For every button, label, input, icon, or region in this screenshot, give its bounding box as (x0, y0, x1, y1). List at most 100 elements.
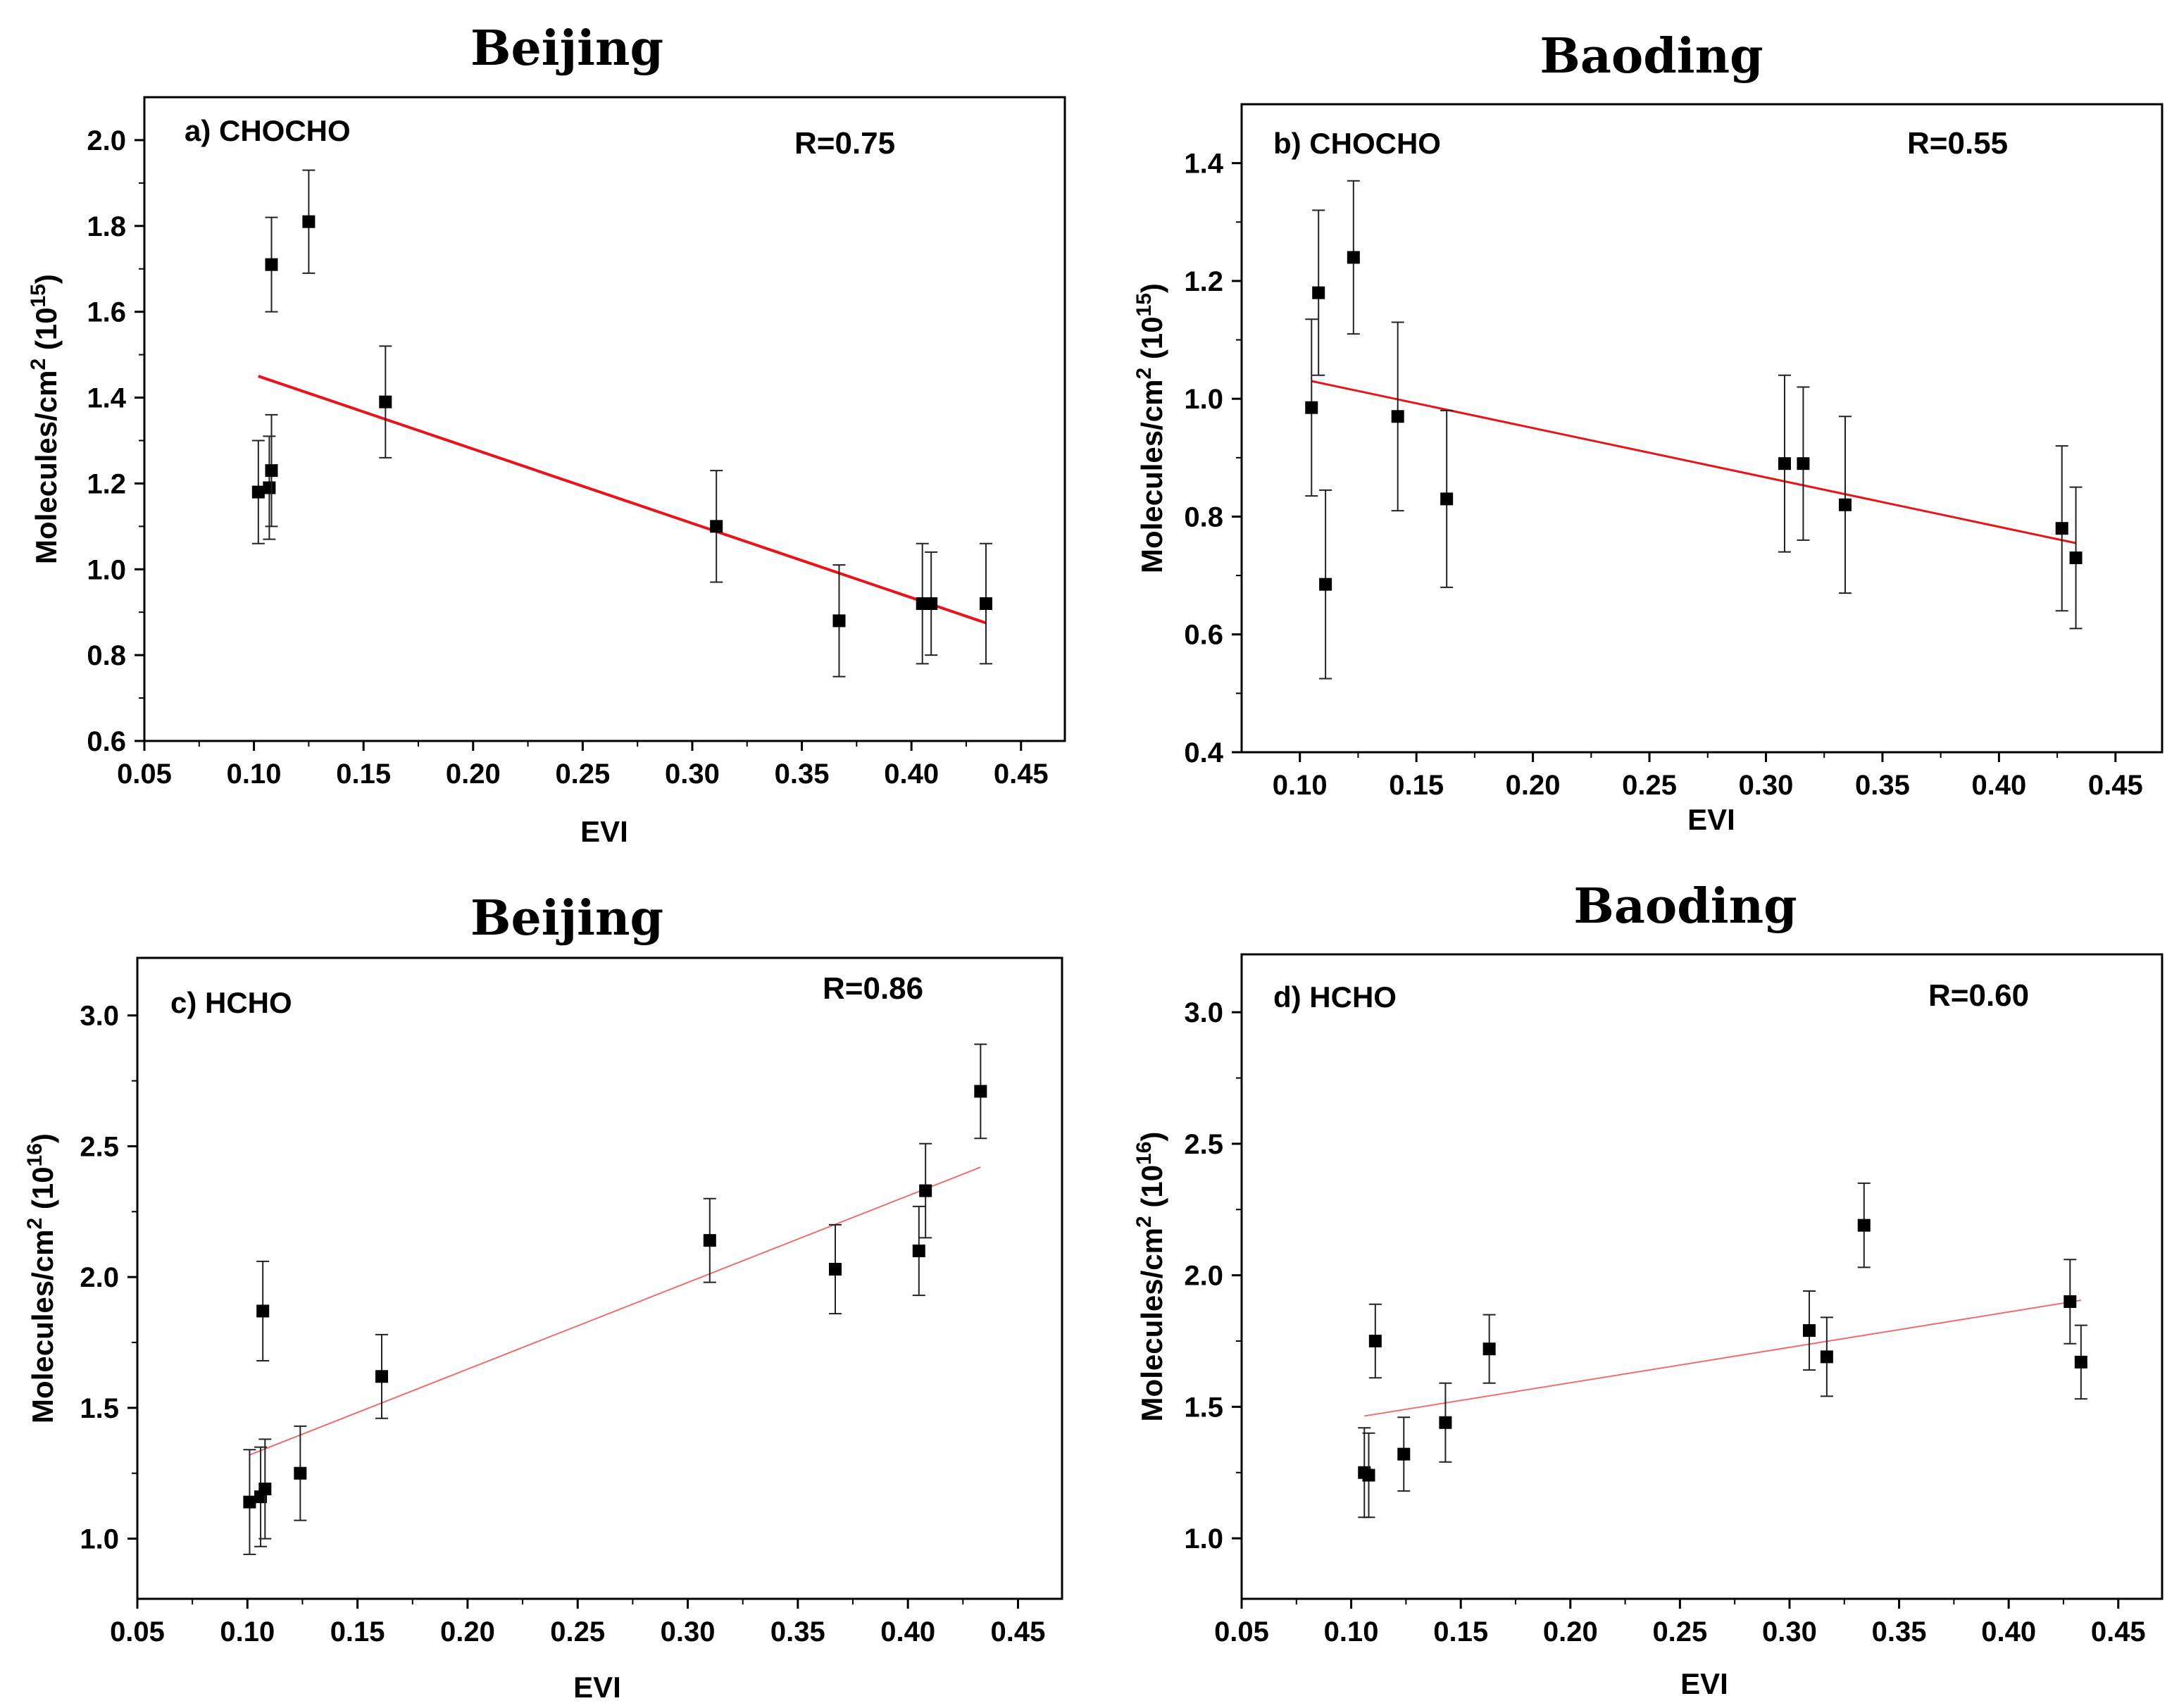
correlation-annotation: R=0.86 (823, 971, 923, 1006)
data-point (1305, 401, 1318, 414)
x-tick-label: 0.30 (665, 759, 720, 790)
data-point (710, 520, 723, 533)
y-axis-label-part: 15 (27, 284, 50, 307)
data-point (1797, 457, 1810, 470)
x-axis-label: EVI (1680, 1667, 1728, 1700)
chart-title: Baoding (1573, 878, 1797, 935)
data-point-group (710, 470, 723, 583)
y-axis-label-part: ) (1135, 283, 1168, 293)
data-point-group (2074, 1324, 2087, 1400)
y-tick-label: 2.0 (80, 1262, 119, 1293)
y-axis-label: Molecules/cm2 (1016) (1132, 1132, 1168, 1422)
y-axis-label-part: Molecules/cm (30, 370, 63, 563)
data-point-group (251, 440, 265, 544)
data-point-group (912, 1205, 925, 1297)
y-tick-label: 2.5 (1184, 1129, 1223, 1160)
x-tick-label: 0.05 (1214, 1616, 1269, 1647)
data-point (974, 1085, 987, 1098)
data-point (2074, 1355, 2087, 1369)
y-tick-label: 3.0 (80, 1001, 119, 1032)
data-point (979, 597, 992, 611)
y-tick-label: 1.4 (87, 383, 126, 414)
x-tick-label: 0.20 (1506, 770, 1561, 801)
x-tick-label: 0.35 (770, 1616, 825, 1647)
data-point-group (375, 1333, 389, 1419)
x-tick-label: 0.35 (1872, 1616, 1927, 1647)
y-tick-label: 0.6 (87, 726, 126, 757)
data-point (1397, 1447, 1411, 1461)
data-point-group (256, 1260, 270, 1361)
y-axis-label-part: 16 (23, 1143, 46, 1166)
x-tick-label: 0.20 (446, 759, 501, 790)
x-tick-label: 0.40 (1971, 770, 2026, 801)
data-point-group (1439, 1382, 1452, 1463)
x-tick-label: 0.10 (220, 1616, 275, 1647)
y-axis-label: Molecules/cm2 (1016) (23, 1133, 59, 1423)
data-point-group (1312, 209, 1325, 376)
data-point (1440, 492, 1454, 506)
y-tick-label: 1.5 (80, 1393, 119, 1424)
data-point (2069, 551, 2083, 564)
data-point-group (302, 169, 316, 274)
x-tick-label: 0.05 (117, 759, 172, 790)
data-point (251, 485, 265, 499)
data-point-group (1368, 1303, 1382, 1379)
x-tick-label: 0.15 (336, 759, 391, 790)
data-point (1368, 1335, 1382, 1347)
y-axis-label: Molecules/cm2 (1015) (1132, 283, 1168, 573)
x-axis-label: EVI (580, 815, 628, 848)
data-point-group (243, 1449, 256, 1555)
y-tick-label: 0.4 (1184, 737, 1223, 768)
plot-frame (1240, 953, 2164, 1600)
y-tick-label: 0.8 (1184, 501, 1223, 532)
y-tick-label: 3.0 (1184, 997, 1223, 1028)
x-tick-label: 0.25 (555, 759, 610, 790)
data-point (2064, 1295, 2077, 1308)
panel-label: a) CHOCHO (185, 114, 351, 147)
data-point (1347, 251, 1360, 264)
regression-line (1311, 380, 2076, 544)
data-point-group (1391, 321, 1404, 512)
regression-line (258, 375, 987, 625)
chart-panel-4: Baoding 0.05 0.10 0.15 0.20 0.25 0.30 0.35 0.40 0… (1132, 878, 2164, 1700)
x-tick-label: 0.30 (661, 1616, 716, 1647)
data-point-group (258, 1438, 272, 1540)
x-tick-label: 0.40 (880, 1616, 935, 1647)
x-tick-label: 0.10 (1273, 770, 1328, 801)
data-point-group (1482, 1314, 1496, 1384)
chart-panel-2: Baoding 0.10 0.15 0.20 0.25 0.30 0.35 0.40 0.45 0… (1132, 28, 2164, 836)
data-point (263, 481, 276, 494)
y-tick-label: 1.0 (1184, 384, 1223, 415)
data-point (919, 1184, 932, 1197)
chart-panel-1: Beijing 0.05 0.10 0.15 0.20 0.25 0.30 0.35 0.40 0… (27, 20, 1066, 848)
data-point (1838, 498, 1852, 511)
x-axis-label: EVI (573, 1671, 621, 1704)
x-tick-label: 0.15 (1433, 1616, 1488, 1647)
y-axis-label-part: 2 (1132, 368, 1156, 380)
x-tick-label: 0.25 (1622, 770, 1677, 801)
data-point (1802, 1324, 1816, 1338)
data-point-group (1397, 1416, 1411, 1492)
data-point (829, 1263, 842, 1276)
y-tick-label: 1.4 (1184, 149, 1223, 180)
data-point-group (703, 1197, 716, 1283)
x-tick-label: 0.35 (775, 759, 830, 790)
y-axis-label-part: 2 (27, 359, 50, 370)
data-point (1319, 578, 1332, 591)
chart-title: Beijing (470, 20, 663, 77)
x-tick-label: 0.15 (330, 1616, 385, 1647)
y-tick-label: 0.6 (1184, 620, 1223, 651)
y-tick-label: 2.0 (87, 125, 126, 156)
data-point-group (294, 1425, 307, 1521)
x-tick-label: 0.25 (1652, 1616, 1707, 1647)
y-axis-label-part: 15 (1132, 293, 1156, 316)
y-axis-label: Molecules/cm2 (1015) (27, 274, 63, 564)
y-axis-label-part: (10 (30, 307, 63, 358)
x-tick-label: 0.20 (440, 1616, 495, 1647)
plot-frame (1240, 103, 2164, 754)
y-tick-label: 0.8 (87, 640, 126, 671)
x-tick-label: 0.40 (1981, 1616, 2036, 1647)
data-point-group (1305, 318, 1318, 497)
correlation-annotation: R=0.75 (794, 126, 895, 161)
data-point (1857, 1218, 1871, 1232)
